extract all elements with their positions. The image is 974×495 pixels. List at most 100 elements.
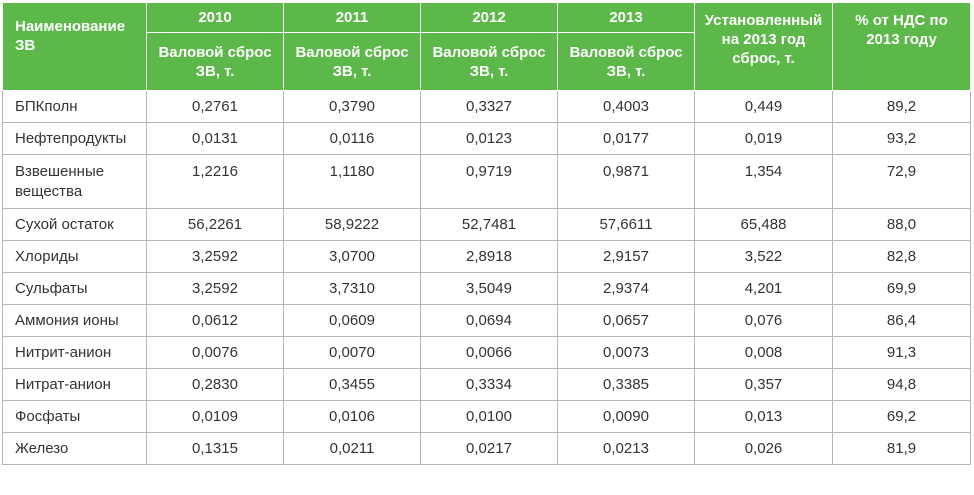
row-pollutant-name: Хлориды <box>2 240 147 273</box>
cell-2011: 1,1180 <box>283 154 421 209</box>
cell-established: 1,354 <box>694 154 833 209</box>
cell-2013: 0,3385 <box>557 368 695 401</box>
cell-2010: 1,2216 <box>146 154 284 209</box>
cell-2012: 3,5049 <box>420 272 558 305</box>
cell-2010: 56,2261 <box>146 208 284 241</box>
cell-2011: 58,9222 <box>283 208 421 241</box>
cell-2012: 0,3327 <box>420 90 558 123</box>
cell-established: 4,201 <box>694 272 833 305</box>
cell-2010: 3,2592 <box>146 240 284 273</box>
cell-2012: 0,0694 <box>420 304 558 337</box>
table-row: Фосфаты 0,0109 0,0106 0,0100 0,0090 0,01… <box>2 400 971 433</box>
cell-2010: 3,2592 <box>146 272 284 305</box>
cell-percent: 81,9 <box>832 432 971 465</box>
cell-2011: 3,7310 <box>283 272 421 305</box>
cell-percent: 72,9 <box>832 154 971 209</box>
header-established-discharge: Установленный на 2013 год сброс, т. <box>694 2 833 91</box>
row-pollutant-name: Нитрит-анион <box>2 336 147 369</box>
row-pollutant-name: Аммония ионы <box>2 304 147 337</box>
cell-established: 0,008 <box>694 336 833 369</box>
cell-2011: 0,0116 <box>283 122 421 155</box>
cell-established: 0,013 <box>694 400 833 433</box>
header-pollutant-name: Наименование ЗВ <box>2 2 147 91</box>
cell-2010: 0,0612 <box>146 304 284 337</box>
cell-established: 0,026 <box>694 432 833 465</box>
table-row: Сухой остаток 56,2261 58,9222 52,7481 57… <box>2 208 971 241</box>
row-pollutant-name: Фосфаты <box>2 400 147 433</box>
cell-2012: 0,0217 <box>420 432 558 465</box>
cell-2013: 0,0213 <box>557 432 695 465</box>
table-row: Нефтепродукты 0,0131 0,0116 0,0123 0,017… <box>2 122 971 155</box>
cell-2011: 0,0070 <box>283 336 421 369</box>
cell-percent: 89,2 <box>832 90 971 123</box>
cell-2013: 0,4003 <box>557 90 695 123</box>
cell-2010: 0,0131 <box>146 122 284 155</box>
cell-established: 0,357 <box>694 368 833 401</box>
cell-2013: 2,9374 <box>557 272 695 305</box>
header-gross-discharge-2011: Валовой сброс ЗВ, т. <box>283 32 421 91</box>
cell-2010: 0,2761 <box>146 90 284 123</box>
header-gross-discharge-2010: Валовой сброс ЗВ, т. <box>146 32 284 91</box>
header-year-2012: 2012 <box>420 2 558 33</box>
table-row: Нитрат-анион 0,2830 0,3455 0,3334 0,3385… <box>2 368 971 401</box>
cell-2011: 3,0700 <box>283 240 421 273</box>
discharge-table: Наименование ЗВ 2010 2011 2012 2013 Уста… <box>2 2 971 465</box>
cell-2012: 2,8918 <box>420 240 558 273</box>
cell-2013: 0,9871 <box>557 154 695 209</box>
cell-2013: 0,0090 <box>557 400 695 433</box>
cell-percent: 91,3 <box>832 336 971 369</box>
cell-percent: 86,4 <box>832 304 971 337</box>
cell-established: 0,076 <box>694 304 833 337</box>
cell-2010: 0,0109 <box>146 400 284 433</box>
cell-percent: 93,2 <box>832 122 971 155</box>
cell-2011: 0,3455 <box>283 368 421 401</box>
cell-2013: 2,9157 <box>557 240 695 273</box>
cell-2012: 0,0123 <box>420 122 558 155</box>
cell-2013: 0,0073 <box>557 336 695 369</box>
cell-2011: 0,0211 <box>283 432 421 465</box>
cell-percent: 94,8 <box>832 368 971 401</box>
table-row: Нитрит-анион 0,0076 0,0070 0,0066 0,0073… <box>2 336 971 369</box>
table-row: Взвешенные вещества 1,2216 1,1180 0,9719… <box>2 154 971 209</box>
table-row: Сульфаты 3,2592 3,7310 3,5049 2,9374 4,2… <box>2 272 971 305</box>
cell-2013: 0,0177 <box>557 122 695 155</box>
table-row: Железо 0,1315 0,0211 0,0217 0,0213 0,026… <box>2 432 971 465</box>
table-row: БПКполн 0,2761 0,3790 0,3327 0,4003 0,44… <box>2 90 971 123</box>
cell-2011: 0,0609 <box>283 304 421 337</box>
table-row: Хлориды 3,2592 3,0700 2,8918 2,9157 3,52… <box>2 240 971 273</box>
cell-2013: 0,0657 <box>557 304 695 337</box>
cell-2010: 0,1315 <box>146 432 284 465</box>
table-row: Аммония ионы 0,0612 0,0609 0,0694 0,0657… <box>2 304 971 337</box>
cell-established: 65,488 <box>694 208 833 241</box>
cell-percent: 69,2 <box>832 400 971 433</box>
header-gross-discharge-2012: Валовой сброс ЗВ, т. <box>420 32 558 91</box>
header-year-2013: 2013 <box>557 2 695 33</box>
cell-percent: 88,0 <box>832 208 971 241</box>
cell-percent: 69,9 <box>832 272 971 305</box>
row-pollutant-name: БПКполн <box>2 90 147 123</box>
cell-2012: 52,7481 <box>420 208 558 241</box>
row-pollutant-name: Взвешенные вещества <box>2 154 147 209</box>
cell-2011: 0,0106 <box>283 400 421 433</box>
header-percent-of-limit: % от НДС по 2013 году <box>832 2 971 91</box>
cell-2012: 0,3334 <box>420 368 558 401</box>
cell-2010: 0,0076 <box>146 336 284 369</box>
cell-2010: 0,2830 <box>146 368 284 401</box>
header-year-2010: 2010 <box>146 2 284 33</box>
header-year-2011: 2011 <box>283 2 421 33</box>
row-pollutant-name: Сульфаты <box>2 272 147 305</box>
cell-2012: 0,0066 <box>420 336 558 369</box>
cell-2012: 0,9719 <box>420 154 558 209</box>
row-pollutant-name: Нефтепродукты <box>2 122 147 155</box>
row-pollutant-name: Сухой остаток <box>2 208 147 241</box>
row-pollutant-name: Железо <box>2 432 147 465</box>
cell-established: 0,019 <box>694 122 833 155</box>
cell-established: 3,522 <box>694 240 833 273</box>
cell-percent: 82,8 <box>832 240 971 273</box>
cell-2012: 0,0100 <box>420 400 558 433</box>
cell-established: 0,449 <box>694 90 833 123</box>
cell-2013: 57,6611 <box>557 208 695 241</box>
cell-2011: 0,3790 <box>283 90 421 123</box>
header-gross-discharge-2013: Валовой сброс ЗВ, т. <box>557 32 695 91</box>
row-pollutant-name: Нитрат-анион <box>2 368 147 401</box>
